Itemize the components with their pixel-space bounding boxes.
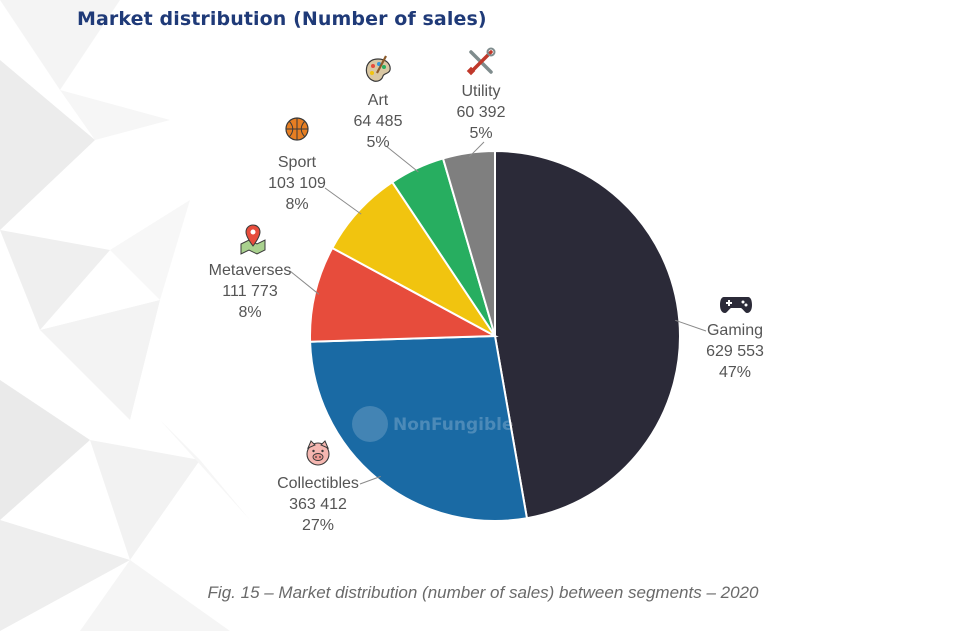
basketball-icon <box>285 117 309 141</box>
pie-slice-utility <box>441 149 496 337</box>
pie-slices <box>309 149 681 522</box>
slice-label-gaming-name: Gaming <box>707 322 763 339</box>
slice-label-art-name: Art <box>368 92 389 109</box>
map-pin-icon <box>240 224 266 255</box>
pie-slice-collectibles <box>309 334 529 522</box>
pig-face-icon <box>306 440 330 466</box>
figure-caption: Fig. 15 – Market distribution (number of… <box>207 583 759 602</box>
pie-slice-gaming <box>494 149 681 520</box>
slice-label-sport-value-label: 103 109 <box>268 175 326 192</box>
slice-label-art-percent: 5% <box>366 134 389 151</box>
slice-label-collectibles-value-label: 363 412 <box>289 496 347 513</box>
slice-label-utility-name: Utility <box>461 83 500 100</box>
leader-line-art <box>385 145 419 173</box>
slice-labels: Gaming 629 553 47% Collectibles 363 412 27% Me… <box>209 83 764 534</box>
slice-label-gaming-percent: 47% <box>719 364 751 381</box>
gamepad-icon <box>720 297 752 313</box>
slice-label-collectibles-name: Collectibles <box>277 475 359 492</box>
slice-label-metaverses-value-label: 111 773 <box>222 283 278 300</box>
slice-label-metaverses-name: Metaverses <box>209 262 292 279</box>
leader-line-utility <box>468 141 485 158</box>
leader-line-sport <box>324 187 362 215</box>
leader-line-metaverses <box>289 270 320 295</box>
tools-icon <box>466 47 496 76</box>
slice-label-utility-value-label: 60 392 <box>457 104 506 121</box>
slice-label-gaming-value-label: 629 553 <box>706 343 764 360</box>
pie-slice-metaverses <box>309 246 499 343</box>
slice-label-art-value-label: 64 485 <box>354 113 403 130</box>
slice-label-utility-percent: 5% <box>469 125 492 142</box>
watermark: NonFungible <box>352 406 514 442</box>
slice-label-sport-percent: 8% <box>285 196 308 213</box>
slice-icons <box>240 47 752 466</box>
slice-label-metaverses-percent: 8% <box>238 304 261 321</box>
watermark-text: NonFungible <box>393 415 514 435</box>
slice-label-collectibles-percent: 27% <box>302 517 334 534</box>
chart-title: Market distribution (Number of sales) <box>77 8 487 30</box>
palette-icon <box>365 55 391 82</box>
slice-label-sport-name: Sport <box>278 154 317 171</box>
leader-lines <box>289 141 707 485</box>
watermark-logo-icon <box>352 406 388 442</box>
leader-line-gaming <box>675 319 707 332</box>
leader-line-collectibles <box>359 475 381 485</box>
